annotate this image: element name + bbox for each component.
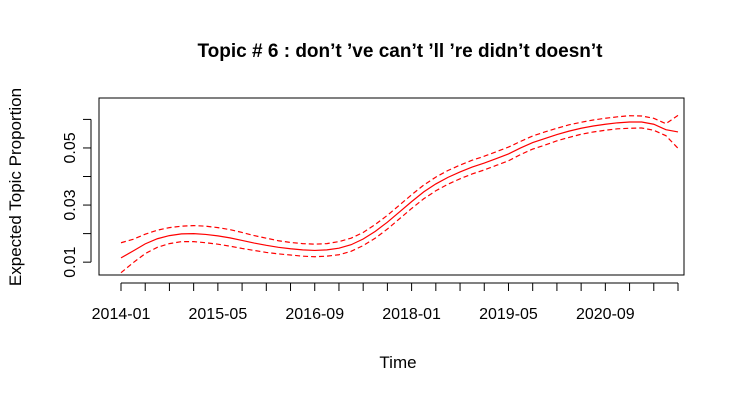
series-line-lower-bound <box>120 127 679 274</box>
x-axis-label: Time <box>379 353 416 372</box>
x-tick-label: 2015-05 <box>189 306 248 323</box>
y-tick-label: 0.05 <box>62 132 79 163</box>
y-tick-label: 0.03 <box>62 189 79 220</box>
y-axis: 0.01 0.03 0.05 <box>62 118 92 278</box>
plot-frame <box>98 97 685 276</box>
x-tick-label: 2018-01 <box>382 306 441 323</box>
chart-title: Topic # 6 : don’t ’ve can’t ’ll ’re didn… <box>197 41 603 62</box>
series-line-mean <box>120 121 679 259</box>
x-tick-label: 2016-09 <box>285 306 344 323</box>
x-tick-label: 2014-01 <box>92 306 151 323</box>
y-axis-label: Expected Topic Proportion <box>6 88 25 286</box>
series-layer <box>120 114 679 274</box>
x-axis: 2014-01 2015-05 2016-09 2018-01 2019-05 2020-… <box>92 282 679 323</box>
x-tick-label: 2019-05 <box>479 306 538 323</box>
y-tick-label: 0.01 <box>62 246 79 277</box>
series-line-upper-bound <box>120 114 679 245</box>
x-tick-label: 2020-09 <box>576 306 635 323</box>
